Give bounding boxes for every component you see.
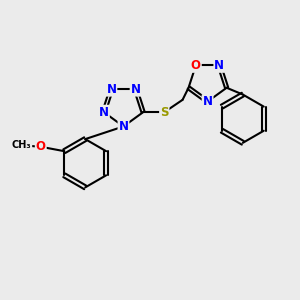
Text: O: O [191,59,201,72]
Text: N: N [99,106,109,119]
Text: N: N [130,83,141,96]
Text: N: N [118,120,128,133]
Text: N: N [202,95,213,108]
Text: S: S [160,106,169,119]
Text: O: O [36,140,46,153]
Text: CH₃: CH₃ [12,140,32,150]
Text: N: N [106,83,116,96]
Text: N: N [214,59,224,72]
